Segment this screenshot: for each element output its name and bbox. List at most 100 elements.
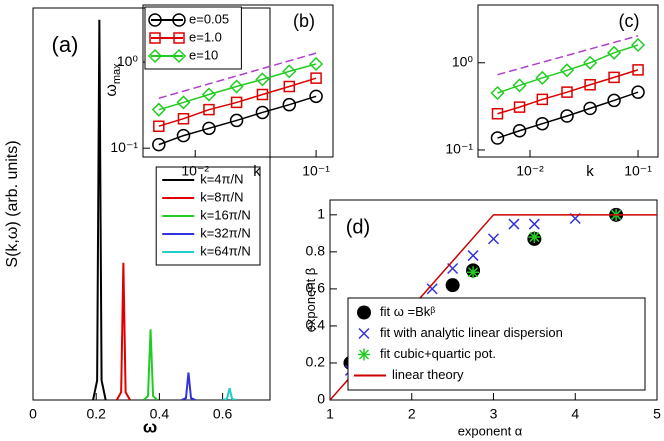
marker <box>173 32 185 44</box>
x-axis-label: k <box>586 163 594 180</box>
legend-label: e=1.0 <box>189 29 222 44</box>
y-axis-label: exponent β <box>303 268 318 333</box>
legend-label: k=64π/N <box>200 243 251 258</box>
legend-label: e=0.05 <box>189 11 229 26</box>
y-tick-label: 0 <box>317 391 325 407</box>
legend-box <box>155 166 261 266</box>
marker <box>583 101 597 116</box>
legend-label: e=10 <box>189 47 218 62</box>
y-tick-label: 10⁻¹ <box>110 139 138 155</box>
marker <box>230 96 243 109</box>
marker <box>202 121 216 136</box>
marker <box>358 348 370 361</box>
marker <box>147 48 163 64</box>
panel-label: (d) <box>346 216 370 238</box>
series-line <box>158 77 317 127</box>
panel-label: (b) <box>293 11 315 31</box>
series-line <box>158 95 317 146</box>
x-tick-label: 5 <box>653 406 661 422</box>
marker <box>176 95 191 110</box>
marker <box>490 131 505 145</box>
x-tick-label: 0.4 <box>150 406 170 422</box>
legend-label: k=32π/N <box>200 225 251 240</box>
series-line <box>92 19 107 400</box>
series-line <box>158 63 317 111</box>
marker <box>282 64 297 79</box>
marker <box>358 327 370 340</box>
marker <box>282 97 297 112</box>
y-axis-label-main: ω <box>103 84 120 97</box>
marker <box>513 101 526 113</box>
marker <box>632 64 644 76</box>
marker <box>584 78 596 91</box>
series-line <box>222 388 237 400</box>
legend-label: k=4π/N <box>200 171 243 186</box>
x-tick-label: 0.6 <box>213 406 233 422</box>
marker <box>535 70 550 85</box>
series-line <box>497 69 639 115</box>
x-tick-label: 3 <box>490 406 498 422</box>
x-axis-label: k <box>253 163 261 180</box>
marker <box>153 120 165 132</box>
marker <box>201 87 217 102</box>
marker <box>583 55 598 70</box>
marker <box>559 63 575 78</box>
legend-label: fit with analytic linear dispersion <box>380 325 563 340</box>
y-axis-label-main: exponent β <box>303 268 318 333</box>
y-axis-label-main: S(k,ω) (arb. units) <box>4 140 21 267</box>
y-tick-label: 0.2 <box>306 354 326 370</box>
panel-label: (c) <box>619 11 640 31</box>
series-line <box>142 329 159 400</box>
marker <box>229 79 244 94</box>
marker <box>151 102 166 117</box>
x-tick-label: 1 <box>326 406 334 422</box>
y-tick-label: 0.6 <box>306 280 326 296</box>
y-axis-label: S(k,ω) (arb. units) <box>4 140 21 267</box>
y-tick-label: 10⁰ <box>117 53 139 69</box>
marker <box>149 32 161 44</box>
y-tick-label: 0.8 <box>306 243 326 259</box>
marker <box>229 113 244 128</box>
y-tick-label: 1 <box>317 206 325 222</box>
x-tick-label: 4 <box>571 406 579 422</box>
marker <box>426 283 438 295</box>
marker <box>152 137 166 152</box>
x-axis-label: ω <box>143 417 157 436</box>
marker <box>467 250 479 262</box>
panel-label: (a) <box>52 32 79 57</box>
marker <box>560 109 574 123</box>
marker <box>357 305 371 320</box>
marker <box>535 116 550 131</box>
marker <box>487 233 500 245</box>
marker <box>148 13 162 27</box>
marker <box>490 85 505 101</box>
marker <box>528 231 541 244</box>
y-tick-label: 0.4 <box>306 317 326 333</box>
legend-label: fit cubic+quartic pot. <box>380 346 496 361</box>
x-tick-label: 10⁻¹ <box>624 163 652 179</box>
marker <box>172 13 186 27</box>
marker <box>561 86 573 98</box>
series-line <box>158 52 317 99</box>
marker <box>512 78 527 93</box>
x-tick-label: 0 <box>29 406 37 422</box>
marker <box>631 85 645 99</box>
marker <box>528 218 540 230</box>
marker <box>309 89 323 104</box>
x-tick-label: 0.2 <box>86 406 106 422</box>
marker <box>491 108 504 120</box>
y-axis-label: ωmax <box>103 63 123 97</box>
x-tick-label: 10⁻² <box>181 163 209 179</box>
series-line <box>497 44 639 94</box>
marker <box>445 278 460 293</box>
marker <box>310 72 322 84</box>
legend-box <box>347 297 646 391</box>
series-line <box>497 35 639 76</box>
plot-frame <box>142 4 334 158</box>
marker <box>607 93 621 108</box>
marker <box>176 128 191 143</box>
marker <box>256 88 269 101</box>
marker <box>630 37 646 53</box>
legend-label: k=8π/N <box>200 189 243 204</box>
